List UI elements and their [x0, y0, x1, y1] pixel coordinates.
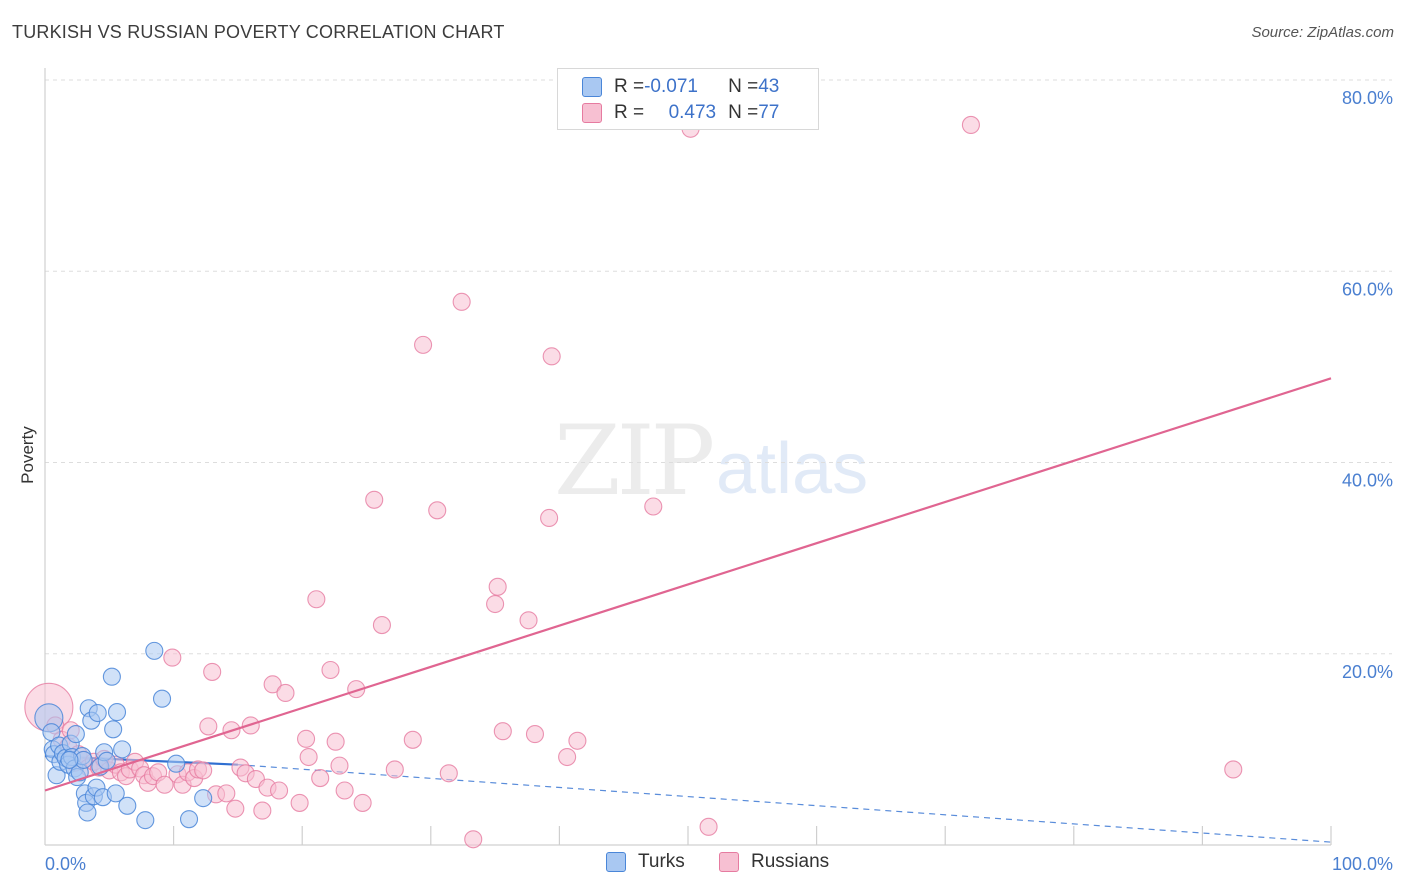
turks-point: [104, 720, 123, 739]
russians-point: [326, 732, 345, 751]
y-tick-label: 20.0%: [1342, 662, 1393, 682]
russians-point: [290, 793, 309, 812]
russians-point: [558, 747, 577, 767]
y-tick-label: 80.0%: [1342, 88, 1393, 108]
y-tick-label: 60.0%: [1342, 279, 1393, 299]
russians-point: [439, 764, 458, 783]
russians-point: [525, 725, 545, 744]
turks-point: [136, 811, 155, 830]
turks-point: [102, 667, 121, 686]
turks-point: [113, 740, 132, 759]
russians-point: [276, 683, 295, 703]
tick-labels: 20.0% 40.0% 60.0% 80.0% 0.0% 100.0%: [45, 88, 1393, 874]
y-tick-label: 40.0%: [1342, 471, 1393, 491]
russians-point: [330, 756, 349, 775]
turks-point: [167, 754, 186, 773]
russians-point: [961, 115, 980, 134]
russians-point: [486, 594, 505, 614]
russians-point: [464, 830, 483, 849]
turks-point: [97, 751, 116, 770]
russians-point: [253, 801, 272, 820]
russians-point: [163, 648, 182, 667]
russians-point: [372, 616, 391, 635]
legend-row-turks: R = -0.071 N = 43: [582, 74, 779, 100]
russians-r-label: R =: [614, 102, 645, 123]
russians-legend-swatch: [719, 852, 739, 872]
russians-point: [644, 497, 663, 516]
turks-point: [66, 725, 85, 744]
russians-r-value: 0.473: [668, 102, 717, 123]
turks-point: [88, 703, 107, 723]
series-legend: Turks Russians: [0, 851, 1406, 877]
legend-row-russians: R = 0.473 N = 77: [582, 100, 779, 126]
russians-point: [493, 722, 512, 741]
russians-point: [335, 781, 354, 800]
russians-point: [1224, 760, 1243, 779]
russians-point: [353, 793, 372, 812]
russians-point: [307, 590, 326, 609]
russians-point: [194, 761, 213, 780]
turks-point: [107, 703, 127, 722]
grid-lines: [45, 79, 1392, 655]
russians-point: [321, 660, 340, 680]
russians-point: [385, 760, 404, 779]
watermark-atlas: atlas: [716, 429, 869, 509]
russians-point: [297, 729, 316, 748]
russians-point: [203, 662, 222, 681]
russians-n-label: N =: [728, 102, 759, 123]
turks-point: [106, 784, 125, 803]
russians-point: [199, 717, 218, 736]
x-tick-label: 0.0%: [45, 854, 86, 874]
russians-n-value: 77: [758, 102, 780, 123]
russians-point: [263, 675, 282, 694]
russians-point: [270, 781, 289, 800]
source-label: Source: ZipAtlas.com: [1251, 24, 1394, 41]
russians-legend-label: Russians: [751, 851, 830, 872]
russians-point: [488, 577, 507, 596]
russians-point: [699, 817, 718, 836]
turks-r-label: R =: [614, 76, 645, 97]
turks-point: [194, 789, 213, 808]
russians-point: [311, 769, 330, 788]
turks-point: [145, 641, 164, 660]
russians-point: [403, 730, 422, 749]
russians-point: [519, 611, 538, 630]
russians-point: [217, 784, 236, 803]
russians-swatch: [582, 103, 602, 123]
russians-point: [155, 775, 174, 794]
legend-item-turks[interactable]: Turks: [606, 851, 685, 873]
russians-trend-line: [44, 377, 1332, 792]
turks-point: [60, 750, 79, 769]
russians-point: [452, 292, 471, 311]
x-tick-label: 100.0%: [1332, 854, 1393, 874]
correlation-legend: R = -0.071 N = 43 R = 0.473 N = 77: [557, 68, 819, 130]
chart-title: TURKISH VS RUSSIAN POVERTY CORRELATION C…: [12, 22, 505, 42]
turks-point: [78, 803, 97, 822]
turks-legend-label: Turks: [638, 851, 685, 872]
turks-n-label: N =: [728, 76, 759, 97]
turks-point: [179, 810, 199, 829]
russians-point: [542, 347, 561, 366]
turks-trend-extension: [237, 764, 1332, 843]
russians-point: [365, 490, 384, 509]
russians-point: [428, 501, 447, 520]
turks-point: [152, 689, 172, 708]
russians-point: [540, 508, 559, 528]
turks-r-value: -0.071: [644, 76, 698, 97]
russians-point: [568, 731, 587, 750]
turks-n-value: 43: [758, 76, 780, 97]
watermark-zip: ZIP: [554, 405, 715, 517]
legend-item-russians[interactable]: Russians: [719, 851, 829, 873]
russians-point: [226, 799, 245, 818]
turks-points: [34, 641, 213, 830]
russians-point: [299, 747, 318, 767]
turks-legend-swatch: [606, 852, 626, 872]
russians-trend-group: [44, 377, 1332, 792]
turks-point: [118, 796, 137, 815]
turks-swatch: [582, 77, 602, 97]
russians-point: [414, 335, 433, 354]
